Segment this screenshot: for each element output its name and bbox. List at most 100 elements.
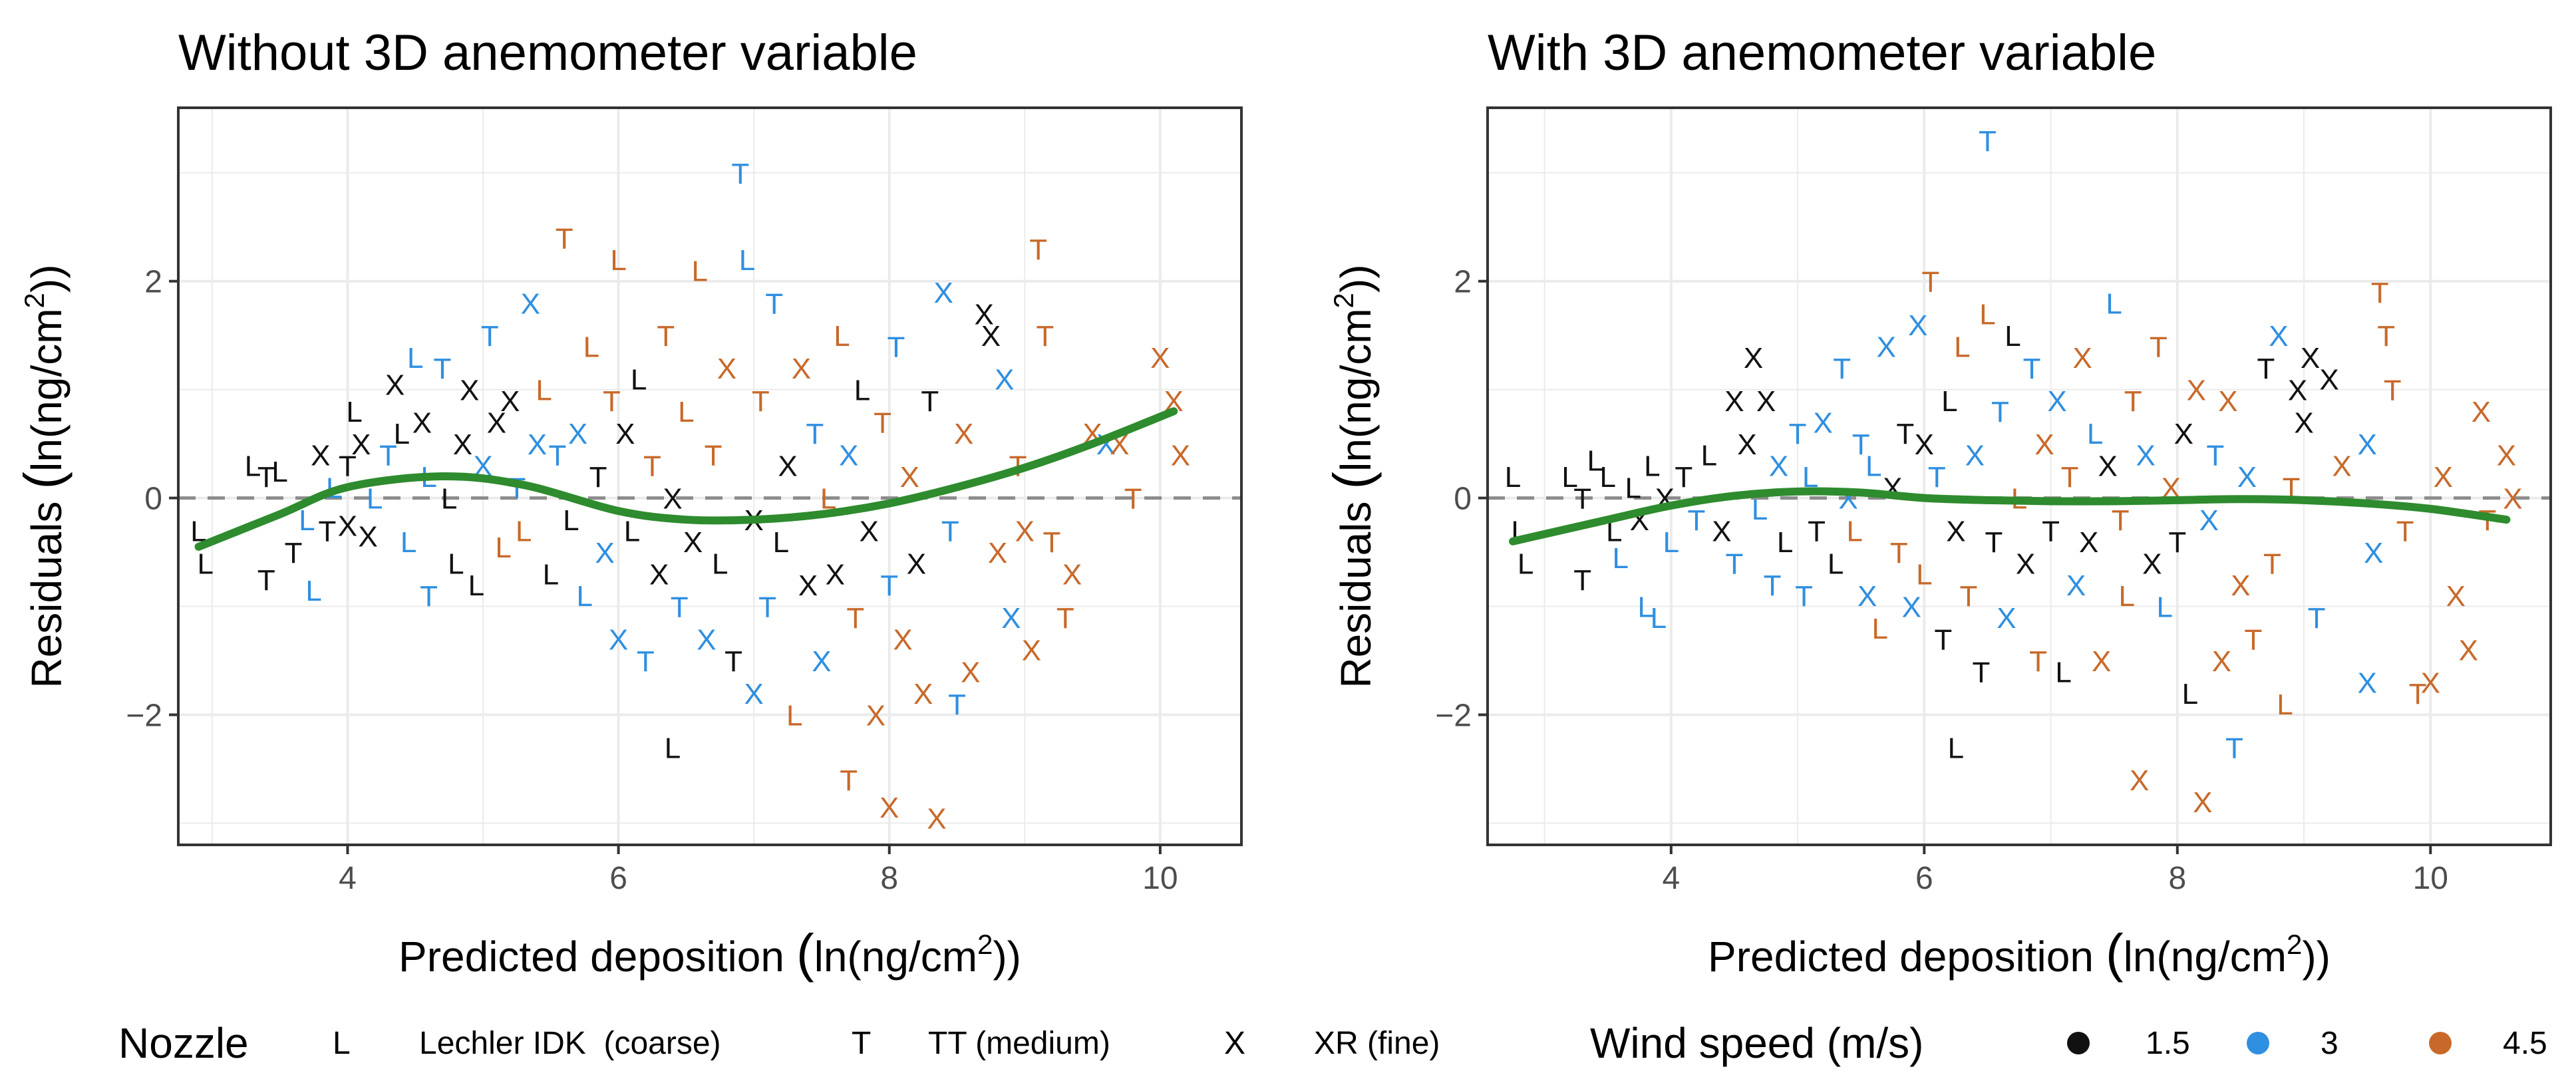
data-point: T bbox=[1852, 428, 1870, 461]
x-tick-label: 6 bbox=[1915, 861, 1933, 896]
data-point: X bbox=[1062, 559, 1082, 591]
x-axis-title: Predicted deposition (ln(ng/cm2)) bbox=[1708, 923, 2331, 983]
data-point: X bbox=[2218, 385, 2237, 418]
data-point: L bbox=[1638, 591, 1654, 624]
x-tick-label: 8 bbox=[2168, 861, 2186, 896]
data-point: X bbox=[609, 623, 628, 656]
data-point: X bbox=[453, 428, 472, 461]
data-point: L bbox=[712, 547, 728, 580]
x-tick-label: 8 bbox=[880, 861, 898, 896]
data-point: T bbox=[2225, 732, 2243, 764]
data-point: L bbox=[631, 363, 647, 396]
data-point: X bbox=[2364, 537, 2383, 569]
data-point: T bbox=[2206, 439, 2224, 472]
data-point: T bbox=[2150, 331, 2168, 363]
data-point: X bbox=[460, 375, 479, 407]
data-point: T bbox=[1808, 515, 1826, 547]
data-point: T bbox=[1985, 526, 2003, 559]
data-point: L bbox=[305, 575, 321, 607]
data-point: X bbox=[358, 521, 377, 553]
data-point: L bbox=[197, 547, 213, 580]
x-axis-units: ln(ng/cm bbox=[814, 933, 977, 981]
data-point: L bbox=[1948, 732, 1964, 764]
data-point: T bbox=[705, 439, 723, 472]
data-point: X bbox=[2212, 645, 2231, 678]
data-point: X bbox=[2072, 342, 2092, 375]
data-point: L bbox=[346, 396, 362, 428]
data-point: T bbox=[1972, 656, 1990, 689]
x-tick-label: 4 bbox=[339, 861, 357, 896]
data-point: X bbox=[975, 299, 994, 331]
data-point: X bbox=[2294, 407, 2313, 440]
data-point: L bbox=[367, 483, 383, 516]
data-point: X bbox=[1712, 515, 1731, 547]
data-point: T bbox=[1991, 396, 2009, 428]
data-point: X bbox=[1756, 385, 1776, 418]
data-point: L bbox=[563, 504, 579, 537]
data-point: L bbox=[854, 375, 870, 407]
data-point: L bbox=[1505, 461, 1521, 494]
data-point: T bbox=[643, 450, 661, 483]
data-point: L bbox=[1651, 602, 1667, 635]
data-point: X bbox=[2174, 418, 2193, 450]
x-axis-title: Predicted deposition (ln(ng/cm2)) bbox=[399, 923, 1021, 983]
data-point: X bbox=[500, 385, 520, 418]
data-point: X bbox=[2142, 547, 2162, 580]
data-point: X bbox=[1813, 407, 1832, 440]
data-point: X bbox=[1744, 342, 1763, 375]
data-point: X bbox=[744, 678, 763, 710]
data-point: T bbox=[1833, 353, 1851, 385]
data-point: X bbox=[568, 418, 587, 450]
data-point: T bbox=[1675, 461, 1692, 494]
data-point: T bbox=[765, 287, 783, 320]
data-point: L bbox=[448, 547, 464, 580]
data-point: L bbox=[1561, 461, 1577, 494]
x-tick-label: 10 bbox=[2413, 861, 2448, 896]
data-point: L bbox=[245, 450, 261, 483]
data-point: X bbox=[1857, 580, 1877, 613]
data-point: L bbox=[2055, 656, 2071, 689]
data-point: T bbox=[941, 515, 959, 547]
legend-wind-label-1-5: 1.5 bbox=[2146, 1026, 2190, 1061]
legend-nozzle-label-x: XR (fine) bbox=[1314, 1026, 1440, 1061]
data-point: X bbox=[1997, 602, 2016, 635]
data-point: T bbox=[2396, 515, 2414, 547]
data-point: T bbox=[724, 645, 742, 678]
data-point: T bbox=[2023, 353, 2041, 385]
data-point: X bbox=[2231, 569, 2250, 602]
data-point: T bbox=[657, 320, 675, 353]
data-point: T bbox=[2377, 320, 2395, 353]
data-point: L bbox=[516, 515, 532, 547]
data-point: X bbox=[880, 792, 899, 824]
y-tick-label: −2 bbox=[126, 698, 162, 733]
data-point: L bbox=[678, 396, 694, 428]
x-axis-units-close: )) bbox=[2302, 933, 2331, 981]
data-point: X bbox=[2237, 461, 2257, 494]
data-point: T bbox=[379, 439, 397, 472]
data-point: X bbox=[954, 418, 973, 450]
y-axis-units-close: )) bbox=[1332, 264, 1380, 293]
data-point: X bbox=[1022, 635, 1041, 667]
data-point: L bbox=[536, 375, 552, 407]
data-point: X bbox=[2016, 547, 2035, 580]
data-point: X bbox=[1171, 439, 1190, 472]
data-point: X bbox=[595, 537, 615, 569]
data-point: L bbox=[1941, 385, 1957, 418]
data-point: T bbox=[1036, 320, 1054, 353]
data-point: T bbox=[948, 689, 966, 721]
data-point: X bbox=[778, 450, 797, 483]
data-point: X bbox=[933, 277, 953, 309]
data-point: T bbox=[880, 569, 898, 602]
y-tick-label: 0 bbox=[1454, 482, 1472, 517]
legend: Nozzle L Lechler IDK (coarse) T TT (medi… bbox=[118, 1019, 2547, 1067]
data-point: T bbox=[806, 418, 824, 450]
data-point: L bbox=[1663, 526, 1679, 559]
legend-nozzle-label-l: Lechler IDK (coarse) bbox=[419, 1026, 721, 1061]
data-point: X bbox=[2472, 396, 2491, 428]
data-point: T bbox=[1921, 266, 1939, 299]
data-point: X bbox=[913, 678, 933, 710]
data-point: X bbox=[2066, 569, 2086, 602]
data-point: X bbox=[860, 515, 879, 547]
y-axis-units-sup: 2 bbox=[19, 293, 50, 308]
